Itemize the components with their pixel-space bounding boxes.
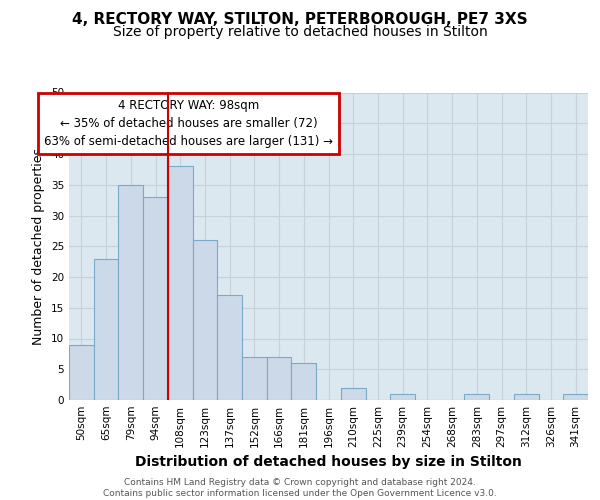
X-axis label: Distribution of detached houses by size in Stilton: Distribution of detached houses by size … (135, 456, 522, 469)
Bar (217, 296, 242, 400)
Bar (193, 240, 217, 400)
Bar (143, 197, 168, 400)
Bar (514, 394, 539, 400)
Text: Size of property relative to detached houses in Stilton: Size of property relative to detached ho… (113, 25, 487, 39)
Bar (168, 166, 193, 400)
Bar (341, 388, 365, 400)
Bar (390, 394, 415, 400)
Text: 4 RECTORY WAY: 98sqm
← 35% of detached houses are smaller (72)
63% of semi-detac: 4 RECTORY WAY: 98sqm ← 35% of detached h… (44, 98, 333, 148)
Bar (292, 363, 316, 400)
Bar (69, 344, 94, 400)
Bar (464, 394, 489, 400)
Text: Contains HM Land Registry data © Crown copyright and database right 2024.
Contai: Contains HM Land Registry data © Crown c… (103, 478, 497, 498)
Text: 4, RECTORY WAY, STILTON, PETERBOROUGH, PE7 3XS: 4, RECTORY WAY, STILTON, PETERBOROUGH, P… (72, 12, 528, 28)
Bar (563, 394, 588, 400)
Bar (242, 357, 267, 400)
Bar (267, 357, 292, 400)
Bar (118, 184, 143, 400)
Bar (94, 258, 118, 400)
Y-axis label: Number of detached properties: Number of detached properties (32, 148, 46, 345)
